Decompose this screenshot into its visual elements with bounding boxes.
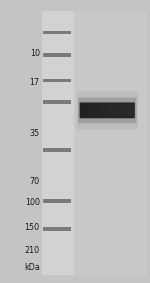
Bar <box>43 228 70 231</box>
Bar <box>96 104 99 117</box>
Bar <box>129 104 132 117</box>
Bar <box>99 104 102 117</box>
Bar <box>118 104 121 117</box>
Bar <box>121 104 123 117</box>
Text: 150: 150 <box>25 223 40 232</box>
FancyBboxPatch shape <box>76 91 138 130</box>
Bar <box>43 148 70 152</box>
Text: 210: 210 <box>25 246 40 255</box>
Bar <box>83 104 86 117</box>
Bar <box>110 104 113 117</box>
Bar <box>105 104 107 117</box>
FancyBboxPatch shape <box>80 102 135 118</box>
Bar <box>43 53 70 57</box>
Bar <box>107 104 110 117</box>
Text: 70: 70 <box>30 177 40 186</box>
Bar <box>94 104 96 117</box>
Bar <box>132 104 134 117</box>
Bar <box>88 104 91 117</box>
Bar <box>91 104 94 117</box>
Bar <box>80 104 83 117</box>
Text: kDa: kDa <box>24 263 40 272</box>
Bar <box>43 79 70 83</box>
Text: 10: 10 <box>30 49 40 58</box>
Bar <box>43 31 70 35</box>
Text: 100: 100 <box>25 198 40 207</box>
Bar <box>86 104 88 117</box>
Bar <box>102 104 105 117</box>
Text: 35: 35 <box>30 128 40 138</box>
Text: 17: 17 <box>30 78 40 87</box>
Bar <box>43 100 70 104</box>
Bar <box>113 104 115 117</box>
Bar <box>115 104 118 117</box>
Bar <box>126 104 129 117</box>
Bar <box>42 11 74 275</box>
Bar <box>42 11 146 275</box>
Bar <box>123 104 126 117</box>
FancyBboxPatch shape <box>78 98 136 123</box>
Bar <box>43 199 70 203</box>
